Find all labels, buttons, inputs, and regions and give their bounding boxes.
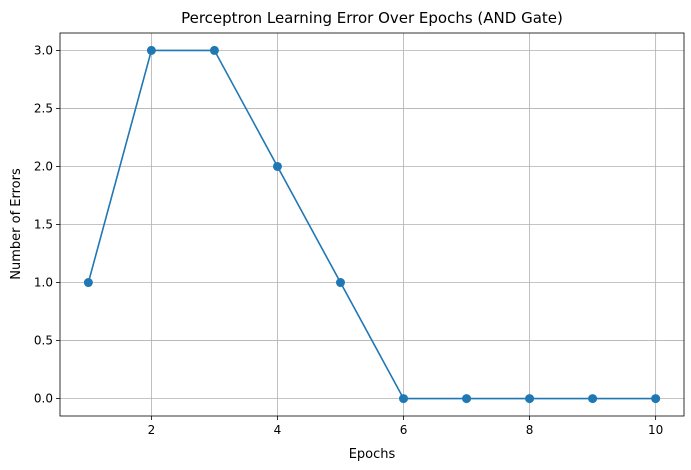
y-tick-label: 1.5	[34, 218, 53, 232]
data-point-epoch-6	[399, 394, 409, 404]
y-axis-label: Number of Errors	[9, 168, 24, 280]
y-tick-label: 0.0	[34, 392, 53, 406]
y-tick-label: 3.0	[34, 43, 53, 57]
x-tick-label: 4	[274, 423, 282, 437]
series-line	[87, 49, 656, 400]
y-tick-label: 0.5	[34, 334, 53, 348]
data-point-epoch-8	[525, 394, 535, 404]
series-layer	[83, 45, 661, 404]
data-point-epoch-3	[209, 45, 219, 55]
data-point-epoch-2	[146, 45, 156, 55]
y-tick-label: 1.0	[34, 276, 53, 290]
x-tick-label: 10	[648, 423, 663, 437]
data-point-epoch-7	[462, 394, 472, 404]
x-axis-label: Epochs	[349, 447, 396, 462]
data-point-epoch-4	[272, 161, 282, 171]
y-tick-label: 2.5	[34, 101, 53, 115]
x-tick-label: 8	[526, 423, 534, 437]
chart-title: Perceptron Learning Error Over Epochs (A…	[181, 9, 563, 27]
data-point-epoch-10	[651, 394, 661, 404]
x-tick-label: 6	[400, 423, 408, 437]
data-point-epoch-1	[83, 278, 93, 288]
data-point-epoch-9	[588, 394, 598, 404]
ticks-layer: 2 4 6 8 10 0.0 0.5 1.0 1.5 2.0 2.5 3.0	[34, 43, 663, 437]
x-tick-label: 2	[148, 423, 156, 437]
y-tick-label: 2.0	[34, 159, 53, 173]
data-point-epoch-5	[335, 278, 345, 288]
grid-layer	[60, 33, 684, 416]
